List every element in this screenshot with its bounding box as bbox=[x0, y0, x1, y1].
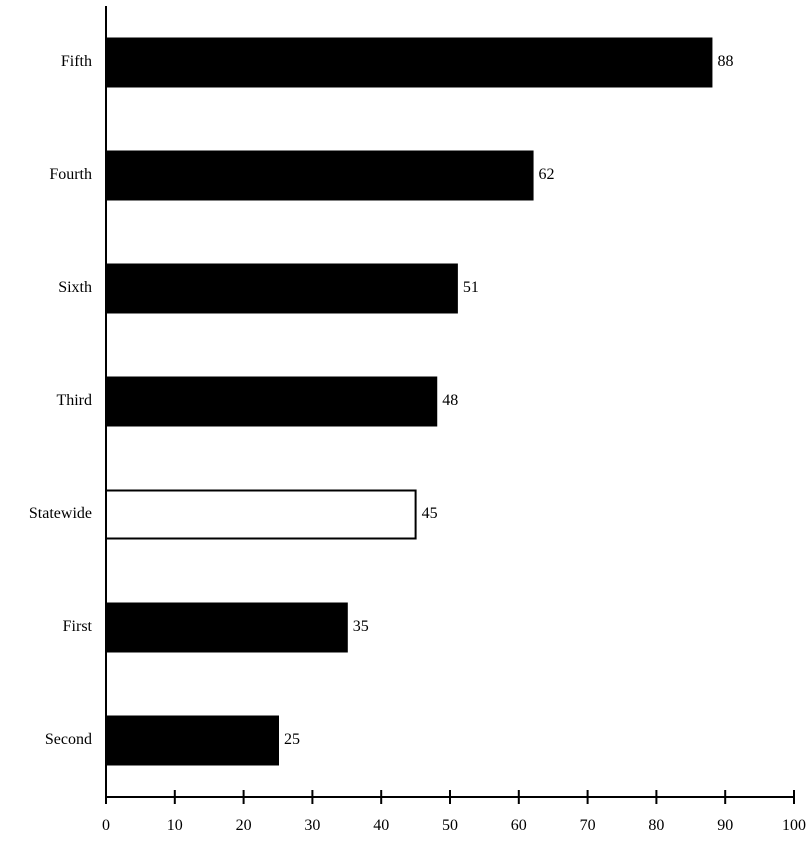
bar-third bbox=[105, 376, 438, 427]
x-tick-label-50: 50 bbox=[442, 817, 458, 834]
x-tick-label-0: 0 bbox=[102, 817, 110, 834]
x-tick-label-100: 100 bbox=[782, 817, 806, 834]
category-label-sixth: Sixth bbox=[58, 279, 92, 296]
x-tick-label-80: 80 bbox=[648, 817, 664, 834]
category-label-third: Third bbox=[56, 392, 92, 409]
value-label-statewide: 45 bbox=[422, 505, 438, 522]
x-tick-label-90: 90 bbox=[717, 817, 733, 834]
x-tick-label-30: 30 bbox=[304, 817, 320, 834]
bars-layer bbox=[105, 37, 713, 766]
bar-first bbox=[105, 602, 348, 653]
value-label-fifth: 88 bbox=[717, 53, 733, 70]
x-tick-label-10: 10 bbox=[167, 817, 183, 834]
category-label-fifth: Fifth bbox=[61, 53, 92, 70]
x-tick-label-20: 20 bbox=[236, 817, 252, 834]
axis-layer: 0 10 20 30 40 50 60 70 80 90 100 bbox=[102, 6, 806, 834]
labels-layer: Fifth 88 Fourth 62 Sixth 51 Third 48 Statewide 45… bbox=[29, 53, 734, 748]
bar-fifth bbox=[105, 37, 713, 88]
bar-sixth bbox=[105, 263, 458, 314]
category-label-fourth: Fourth bbox=[49, 166, 92, 183]
value-label-second: 25 bbox=[284, 731, 300, 748]
bar-second bbox=[105, 715, 279, 766]
x-tick-label-40: 40 bbox=[373, 817, 389, 834]
category-label-second: Second bbox=[45, 731, 92, 748]
x-tick-label-70: 70 bbox=[580, 817, 596, 834]
bar-statewide bbox=[105, 489, 417, 540]
value-label-fourth: 62 bbox=[539, 166, 555, 183]
category-label-statewide: Statewide bbox=[29, 505, 92, 522]
value-label-third: 48 bbox=[442, 392, 458, 409]
x-tick-label-60: 60 bbox=[511, 817, 527, 834]
category-label-first: First bbox=[63, 618, 93, 635]
value-label-first: 35 bbox=[353, 618, 369, 635]
bar-fourth bbox=[105, 150, 534, 201]
value-label-sixth: 51 bbox=[463, 279, 479, 296]
